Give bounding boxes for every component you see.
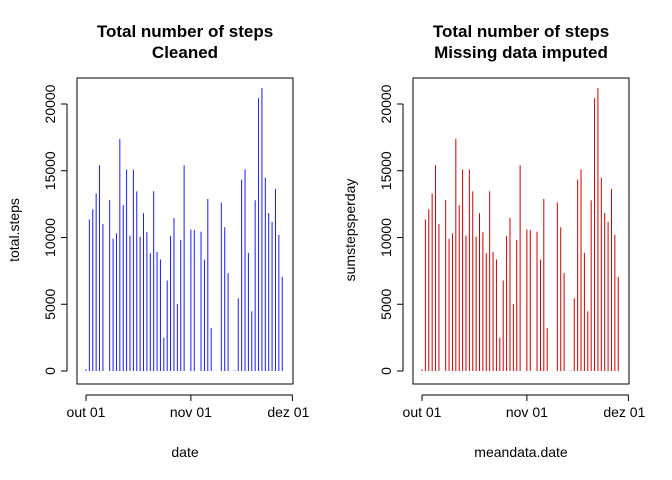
plot-frame (76, 77, 294, 385)
panel-right: Total number of steps Missing data imput… (342, 22, 646, 460)
x-axis-label: date (171, 444, 198, 460)
y-axis: 0 5000 10000 15000 20000 (42, 84, 68, 375)
chart-title-line-2: Missing data imputed (434, 43, 608, 62)
x-tick-label: out 01 (403, 404, 442, 420)
y-axis: 0 5000 10000 15000 20000 (378, 84, 404, 375)
y-tick-label: 0 (42, 367, 58, 375)
x-tick-label: out 01 (67, 404, 106, 420)
y-tick-label: 20000 (378, 84, 394, 123)
y-tick-label: 15000 (42, 151, 58, 190)
y-tick-label: 20000 (42, 84, 58, 123)
y-axis-label: total.steps (6, 198, 22, 262)
bars (85, 88, 283, 371)
x-tick-label: dez 01 (267, 404, 309, 420)
y-axis-label: sumstepsperday (342, 179, 358, 282)
chart-title-line-1: Total number of steps (97, 22, 273, 41)
bars (421, 88, 619, 371)
y-tick-label: 15000 (378, 151, 394, 190)
panel-left: Total number of steps Cleaned date total… (6, 22, 310, 460)
x-tick-label: dez 01 (603, 404, 645, 420)
y-tick-label: 0 (378, 367, 394, 375)
plot-frame (412, 77, 630, 385)
y-tick-label: 5000 (42, 288, 58, 319)
y-tick-label: 5000 (378, 288, 394, 319)
chart-title-line-1: Total number of steps (433, 22, 609, 41)
x-tick-label: nov 01 (506, 404, 548, 420)
x-axis: out 01 nov 01 dez 01 (403, 394, 646, 420)
y-tick-label: 10000 (42, 218, 58, 257)
x-axis-label: meandata.date (474, 444, 568, 460)
y-tick-label: 10000 (378, 218, 394, 257)
x-axis: out 01 nov 01 dez 01 (67, 394, 310, 420)
chart-title-line-2: Cleaned (152, 43, 218, 62)
x-tick-label: nov 01 (170, 404, 212, 420)
